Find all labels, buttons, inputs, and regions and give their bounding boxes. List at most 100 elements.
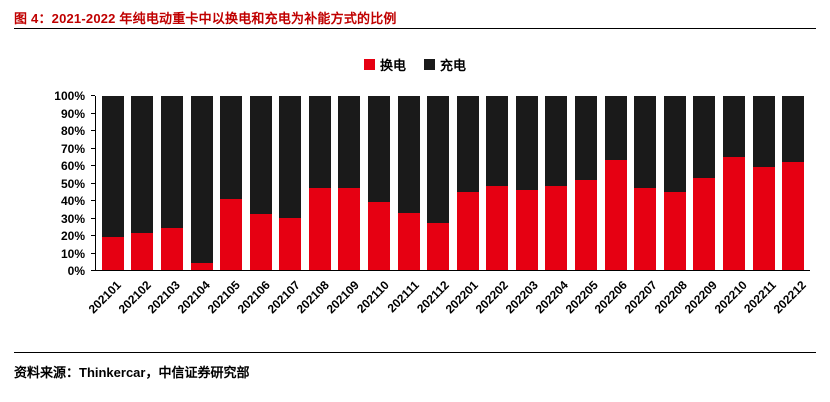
bar-202211: [752, 96, 775, 270]
bar-202101: [101, 96, 124, 270]
bar-202107: [279, 96, 302, 270]
charge-segment: [486, 96, 509, 187]
charge-segment: [131, 96, 154, 234]
y-axis-tick: [91, 217, 95, 219]
swap-segment: [131, 233, 154, 270]
charge-segment: [220, 96, 243, 199]
footer-divider: [14, 352, 816, 353]
charge-legend-swatch: [424, 59, 435, 70]
charge-segment: [604, 96, 627, 161]
swap-segment: [634, 188, 657, 270]
charge-segment: [456, 96, 479, 192]
swap-segment: [220, 198, 243, 270]
y-axis-label: 10%: [60, 246, 85, 261]
bar-202111: [397, 96, 420, 270]
swap-segment: [160, 228, 183, 270]
swap-segment: [101, 236, 124, 270]
swap-segment: [575, 179, 598, 270]
y-axis-label: 30%: [60, 211, 85, 226]
y-axis-tick: [91, 130, 95, 131]
swap-segment: [308, 188, 331, 270]
y-axis-tick: [91, 147, 95, 149]
charge-segment: [367, 96, 390, 203]
bar-202105: [220, 96, 243, 270]
swap-segment: [486, 186, 509, 270]
swap-segment: [338, 188, 361, 270]
y-axis-label: 100%: [54, 89, 85, 103]
charge-segment: [663, 96, 686, 192]
charge-segment: [545, 96, 568, 187]
charge-segment: [397, 96, 420, 213]
charge-segment: [752, 96, 775, 168]
charge-segment: [160, 96, 183, 229]
swap-segment: [604, 160, 627, 270]
swap-segment: [693, 177, 716, 270]
swap-segment: [397, 212, 420, 270]
bar-202108: [308, 96, 331, 270]
bar-202102: [131, 96, 154, 270]
swap-legend-swatch: [363, 59, 375, 70]
bar-202103: [160, 96, 183, 270]
y-axis-label: 60%: [60, 159, 85, 173]
y-axis: 0% 10% 20% 30% 40% 50% 60% 70% 80% 90% 100%: [0, 90, 95, 277]
bar-202209: [693, 96, 716, 270]
y-axis-tick: [91, 165, 95, 166]
y-axis-label: 40%: [60, 194, 85, 208]
source-note: 资料来源：Thinkercar，中信证券研究部: [14, 365, 250, 380]
swap-segment: [279, 217, 302, 270]
y-axis-label: 20%: [60, 229, 85, 243]
bar-202109: [338, 96, 361, 270]
charge-segment: [427, 96, 450, 224]
y-axis-tick: [91, 182, 95, 184]
swap-segment: [367, 202, 390, 270]
y-axis-label: 50%: [60, 176, 85, 191]
swap-legend-label: 换电: [379, 58, 406, 73]
bar-202210: [722, 96, 745, 270]
charge-segment: [249, 96, 272, 215]
swap-segment: [427, 223, 450, 270]
y-axis-tick: [91, 200, 95, 201]
swap-segment: [782, 162, 805, 270]
y-axis-label: 0%: [67, 264, 85, 278]
bar-202208: [663, 96, 686, 270]
charge-segment: [782, 96, 805, 163]
y-axis-tick: [91, 270, 95, 271]
title-divider: [14, 28, 816, 29]
bar-202104: [190, 96, 213, 270]
swap-segment: [515, 189, 538, 270]
charge-segment: [338, 96, 361, 189]
swap-segment: [545, 186, 568, 270]
charge-segment: [190, 96, 213, 264]
plot-area: [95, 96, 810, 271]
swap-segment: [663, 191, 686, 270]
bar-202204: [545, 96, 568, 270]
legend-item-swap: 换电: [363, 55, 406, 74]
swap-segment: [249, 214, 272, 270]
charge-segment: [515, 96, 538, 190]
y-axis-label: 80%: [60, 124, 85, 138]
swap-segment: [752, 167, 775, 270]
charge-segment: [279, 96, 302, 218]
charge-segment: [693, 96, 716, 178]
x-axis: 202101 202102 202103 202104 202105 202106 2021…: [86, 274, 810, 350]
swap-segment: [456, 191, 479, 270]
figure-title: 图 4：2021-2022 年纯电动重卡中以换电和充电为补能方式的比例: [14, 11, 397, 26]
bar-202112: [427, 96, 450, 270]
bar-202110: [367, 96, 390, 270]
bar-202207: [634, 96, 657, 270]
y-axis-tick: [91, 235, 95, 236]
charge-segment: [101, 96, 124, 237]
bar-202106: [249, 96, 272, 270]
charge-segment: [634, 96, 657, 189]
bar-202201: [456, 96, 479, 270]
bar-202212: [782, 96, 805, 270]
y-axis-tick: [91, 112, 95, 114]
swap-segment: [190, 263, 213, 270]
bar-202202: [486, 96, 509, 270]
bar-series: [96, 96, 810, 270]
swap-segment: [722, 156, 745, 270]
charge-legend-label: 充电: [440, 58, 467, 73]
legend: 换电 充电: [0, 55, 830, 74]
legend-item-charge: 充电: [424, 55, 466, 74]
